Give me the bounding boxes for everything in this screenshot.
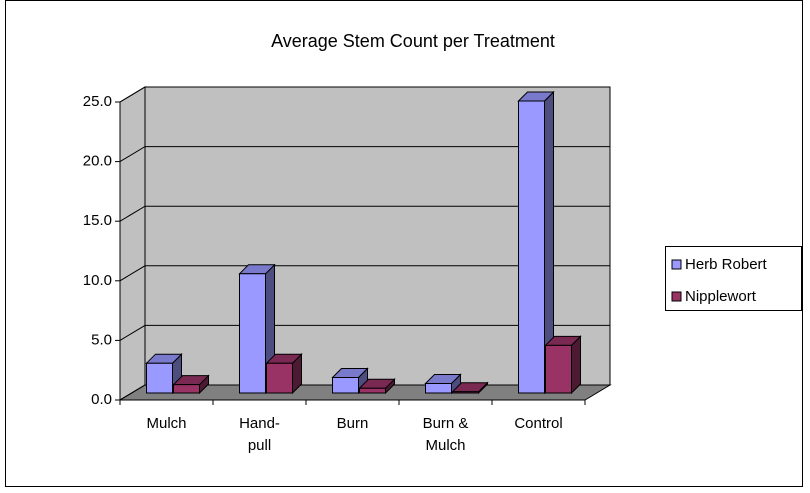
bar <box>424 373 462 395</box>
bar-face <box>425 382 452 394</box>
bar-face <box>571 335 581 395</box>
bar <box>358 378 396 395</box>
bar <box>517 90 555 395</box>
bar-face <box>545 344 572 394</box>
y-tick-label: 25.0 <box>83 93 112 110</box>
bar-face <box>332 377 359 394</box>
y-tick-label: 5.0 <box>91 331 112 348</box>
x-tick-label: Burn & <box>423 415 469 432</box>
side-wall <box>119 86 146 401</box>
bar-face <box>239 273 266 394</box>
chart-title: Average Stem Count per Treatment <box>271 31 555 51</box>
x-tick-label: Control <box>514 415 562 432</box>
x-tick-label: Mulch <box>425 437 465 454</box>
bar-face <box>518 100 545 394</box>
x-tick-label: Burn <box>337 415 369 432</box>
bar <box>451 381 489 395</box>
bar-face <box>146 362 173 394</box>
bar <box>238 263 276 395</box>
grid-line <box>119 265 610 282</box>
bar <box>265 352 303 395</box>
legend-swatch <box>671 259 682 270</box>
legend-swatch <box>671 291 682 302</box>
bar <box>544 335 582 395</box>
x-tick-label: Hand- <box>239 415 280 432</box>
bar-face <box>266 362 293 394</box>
legend-box <box>665 246 802 311</box>
legend-label: Nipplewort <box>685 288 757 305</box>
x-tick-label: pull <box>248 437 271 454</box>
y-tick-label: 0.0 <box>91 391 112 408</box>
bar-face <box>359 387 386 394</box>
grid-line <box>119 146 610 163</box>
x-tick-label: Mulch <box>146 415 186 432</box>
grid-line <box>119 324 610 341</box>
bar-face <box>452 391 479 394</box>
y-tick-label: 15.0 <box>83 212 112 229</box>
y-tick-label: 10.0 <box>83 272 112 289</box>
y-tick-label: 20.0 <box>83 153 112 170</box>
bar <box>172 374 210 395</box>
legend-label: Herb Robert <box>685 256 768 273</box>
bar-face <box>173 384 200 394</box>
grid-line <box>119 205 610 222</box>
grid-line <box>119 86 610 103</box>
